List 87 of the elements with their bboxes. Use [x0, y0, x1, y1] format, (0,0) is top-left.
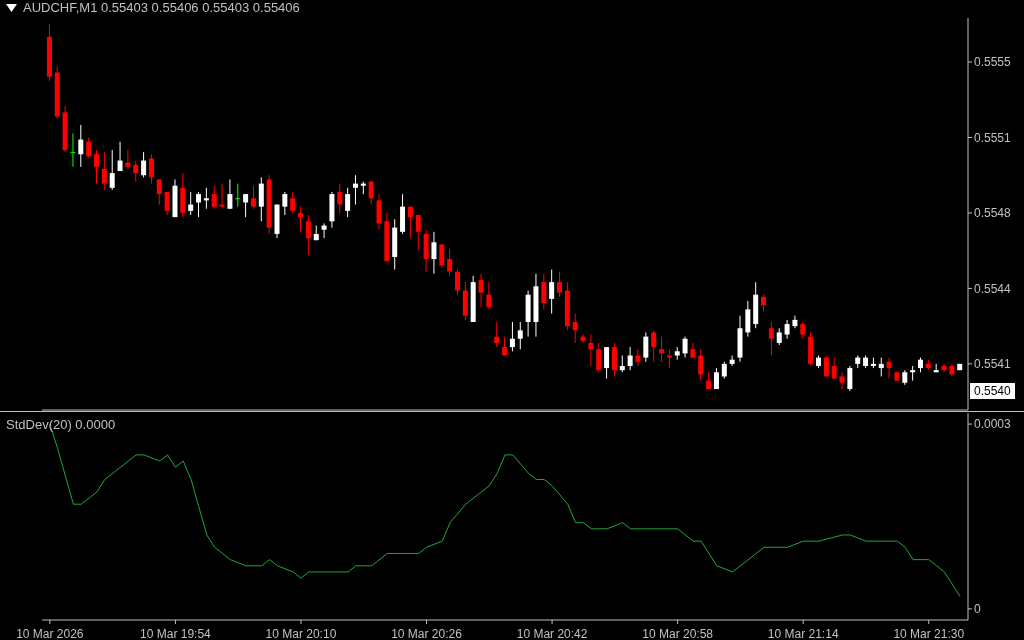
candlestick — [682, 336, 688, 359]
candlestick — [580, 334, 586, 344]
text: 0.5540 — [970, 383, 1015, 399]
candlestick — [101, 151, 107, 191]
chart-title: StdDev(20) 0.0000 — [6, 417, 116, 432]
chart-title: AUDCHF,M1 0.55403 0.55406 0.55403 0.55406 — [23, 0, 300, 15]
candlestick — [250, 185, 256, 210]
candlestick — [627, 346, 633, 371]
candlestick — [298, 206, 304, 233]
candlestick — [282, 191, 288, 216]
candlestick — [611, 342, 617, 377]
candlestick — [321, 222, 327, 239]
candlestick — [211, 185, 217, 210]
candlestick — [352, 174, 358, 206]
candlestick — [227, 178, 233, 210]
candlestick — [94, 149, 100, 185]
candlestick — [651, 329, 657, 363]
candlestick — [831, 357, 837, 380]
candlestick — [557, 271, 563, 298]
candlestick — [258, 176, 264, 222]
candlestick — [86, 136, 92, 159]
x-tick-label: 10 Mar 21:14 — [767, 627, 839, 640]
candlestick — [447, 248, 453, 277]
candlestick — [666, 348, 672, 369]
candlestick — [698, 348, 704, 382]
candlestick — [196, 191, 202, 218]
candlestick — [886, 357, 892, 380]
candlestick — [839, 371, 845, 390]
candlestick — [133, 160, 139, 183]
x-tick-label: 10 Mar 20:26 — [391, 627, 463, 640]
candlestick — [478, 273, 484, 308]
y-tick-label: 0 — [974, 602, 981, 617]
y-tick-label: 0.5555 — [974, 55, 1012, 70]
candlestick — [156, 178, 162, 206]
x-tick-label: 10 Mar 21:30 — [893, 627, 965, 640]
candlestick — [604, 346, 610, 380]
candlestick — [345, 187, 351, 218]
candlestick — [784, 319, 790, 340]
candlestick — [109, 149, 115, 191]
candlestick — [643, 331, 649, 363]
candlestick — [290, 191, 296, 214]
x-tick-label: 10 Mar 2026 — [16, 627, 84, 640]
candlestick — [415, 214, 421, 252]
candlestick — [768, 321, 774, 356]
y-tick-label: 0.5544 — [974, 281, 1012, 296]
candlestick — [659, 336, 665, 363]
candlestick — [588, 334, 594, 367]
candlestick — [376, 193, 382, 231]
candlestick — [188, 191, 194, 216]
y-tick-label: 0.5548 — [974, 206, 1012, 221]
candlestick — [70, 132, 76, 168]
candlestick — [148, 153, 154, 185]
candlestick — [572, 313, 578, 344]
candlestick — [305, 214, 311, 256]
candlestick — [454, 269, 460, 296]
candlestick — [407, 206, 413, 239]
candlestick — [509, 321, 515, 352]
candlestick — [517, 321, 523, 350]
candlestick — [549, 269, 555, 315]
candlestick — [847, 365, 853, 392]
candlestick — [203, 187, 209, 210]
candlestick — [494, 321, 500, 348]
candlestick — [941, 363, 947, 373]
candlestick — [219, 183, 225, 210]
candlestick — [878, 357, 884, 377]
candlestick — [486, 281, 492, 310]
candlestick — [78, 124, 84, 168]
candlestick — [439, 243, 445, 268]
candlestick — [141, 151, 147, 178]
candlestick — [431, 231, 437, 275]
candlestick — [745, 300, 751, 338]
candlestick — [117, 141, 123, 172]
y-tick-label: 0.0003 — [974, 417, 1012, 432]
candlestick — [792, 315, 798, 329]
y-tick-label: 0.5551 — [974, 130, 1012, 145]
candlestick — [243, 193, 249, 218]
x-tick-label: 10 Mar 20:10 — [265, 627, 337, 640]
candlestick — [235, 183, 241, 208]
candlestick — [635, 348, 641, 367]
candlestick — [541, 273, 547, 310]
candlestick — [337, 183, 343, 214]
y-tick-label: 0.5541 — [974, 357, 1012, 372]
candlestick — [596, 342, 602, 373]
x-tick-label: 10 Mar 19:54 — [140, 627, 212, 640]
x-tick-label: 10 Mar 20:58 — [642, 627, 714, 640]
candlestick — [125, 149, 131, 170]
x-tick-label: 10 Mar 20:42 — [516, 627, 588, 640]
